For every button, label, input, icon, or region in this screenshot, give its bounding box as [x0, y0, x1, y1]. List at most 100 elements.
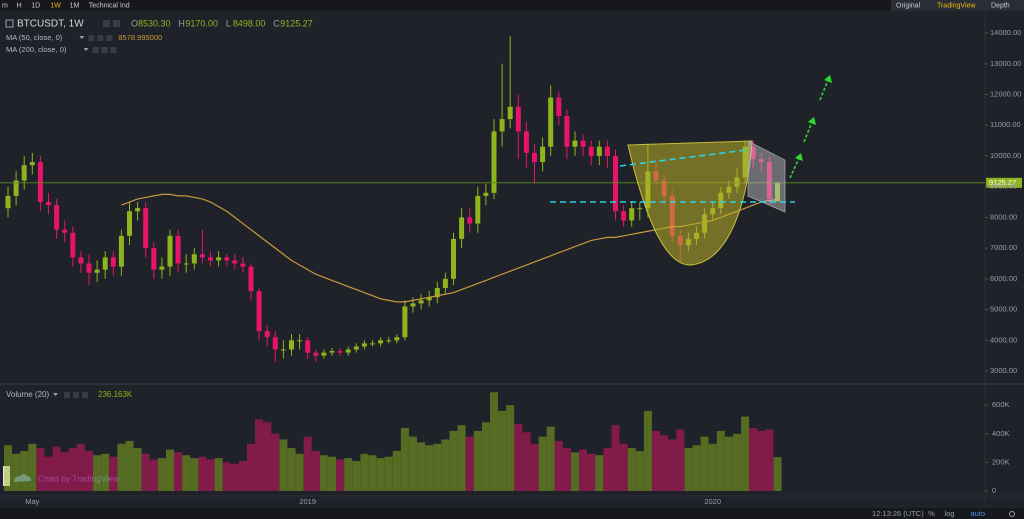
icon[interactable]	[73, 392, 79, 398]
candle-body	[750, 146, 756, 160]
scale-option[interactable]: %	[928, 509, 935, 518]
interval[interactable]: H	[17, 2, 22, 9]
candle-body	[402, 306, 408, 338]
volume-title: Volume (20)	[6, 390, 49, 399]
icon[interactable]	[97, 35, 104, 41]
ohlc-key: O	[131, 18, 138, 28]
volume-bar	[76, 443, 85, 491]
volume-bar	[724, 436, 733, 491]
footer-bar	[0, 508, 1024, 519]
interval[interactable]: 1M	[70, 2, 80, 9]
candle-body	[345, 349, 351, 353]
dropdown[interactable]	[79, 36, 85, 39]
y-tick-label: 9000.00	[990, 182, 1017, 191]
candle-body	[264, 331, 270, 338]
volume-bar	[587, 453, 596, 491]
indicators-button[interactable]: Technical Ind	[89, 2, 130, 9]
volume-bar	[303, 436, 312, 491]
candle-body	[151, 248, 157, 270]
volume-bar	[643, 410, 652, 491]
volume-bar	[611, 425, 620, 491]
arrow	[789, 157, 800, 179]
volume-bar	[263, 422, 272, 491]
volume-bar	[498, 410, 507, 491]
candle-body	[621, 211, 627, 221]
candle-body	[378, 340, 384, 344]
view-tab[interactable]: Original	[896, 2, 921, 9]
icon[interactable]	[106, 35, 113, 41]
volume-bar	[336, 459, 345, 491]
volume-bar	[85, 450, 93, 491]
indicator-value: 8578.995000	[118, 33, 162, 42]
volume-bar	[465, 436, 474, 491]
interval[interactable]: m	[2, 2, 8, 9]
ohlc-value: 9170.00	[185, 18, 218, 28]
y-tick-label: 11000.00	[990, 120, 1021, 129]
volume-bar	[319, 455, 328, 491]
settings-icon[interactable]	[1009, 511, 1015, 517]
scale-option[interactable]: auto	[970, 509, 985, 518]
ohlc-value: 8530.30	[138, 18, 171, 28]
volume-bar	[93, 455, 102, 491]
candle-body	[159, 266, 165, 270]
y-tick-label: 12000.00	[990, 89, 1021, 98]
icon[interactable]	[101, 47, 108, 53]
interval[interactable]: 1D	[31, 2, 40, 9]
candle-body	[588, 146, 594, 156]
candle-body	[46, 202, 51, 206]
y-tick-label: 600K	[992, 400, 1010, 409]
candle-body	[321, 352, 327, 356]
candle-body	[426, 297, 432, 301]
icon[interactable]	[110, 47, 117, 53]
volume-bar	[481, 422, 490, 491]
volume-bar	[627, 448, 636, 491]
volume-bar	[287, 448, 296, 491]
candle-body	[532, 152, 537, 163]
candle-body	[313, 352, 319, 356]
icon[interactable]	[64, 392, 70, 398]
candle-body	[167, 235, 173, 267]
icon[interactable]	[82, 392, 88, 398]
volume-bar	[692, 445, 701, 491]
candle-body	[572, 140, 578, 147]
volume-bar	[52, 446, 61, 491]
candle-body	[564, 116, 570, 147]
arrow-head	[795, 153, 803, 161]
volume-bar	[271, 433, 280, 491]
volume-bar	[182, 455, 191, 491]
icon[interactable]	[92, 47, 99, 53]
y-tick-label: 4000.00	[990, 335, 1017, 344]
volume-bar	[473, 430, 482, 491]
arrow-head	[808, 117, 816, 125]
view-tab[interactable]: Depth	[991, 2, 1010, 9]
arrow	[803, 121, 813, 143]
candle-body	[613, 155, 618, 212]
icon[interactable]	[88, 35, 95, 41]
candle-body	[216, 257, 222, 261]
interval[interactable]: 1W	[50, 2, 61, 9]
candle-body	[94, 269, 100, 273]
footer-time: 12:13:26 (UTC)	[872, 509, 924, 518]
volume-bar	[157, 458, 166, 491]
volume-bar	[708, 443, 717, 491]
view-tab[interactable]: TradingView	[937, 2, 976, 9]
volume-bar	[117, 443, 126, 491]
icon[interactable]	[103, 20, 110, 27]
candle-body	[507, 106, 513, 120]
volume-bar	[457, 425, 466, 491]
volume-bar	[68, 448, 77, 491]
volume-bar	[247, 443, 255, 491]
candle-body	[135, 208, 141, 212]
volume-bar	[741, 416, 750, 491]
dropdown[interactable]	[83, 48, 89, 51]
dropdown[interactable]	[53, 393, 58, 396]
candle-body	[13, 180, 19, 196]
candle-body	[483, 192, 489, 196]
icon[interactable]	[113, 20, 120, 27]
candle-body	[289, 340, 294, 350]
volume-bar	[773, 457, 782, 491]
volume-bar	[198, 456, 207, 491]
scale-option[interactable]: log	[945, 509, 955, 518]
volume-bar	[255, 419, 264, 491]
volume-bar	[384, 456, 393, 491]
